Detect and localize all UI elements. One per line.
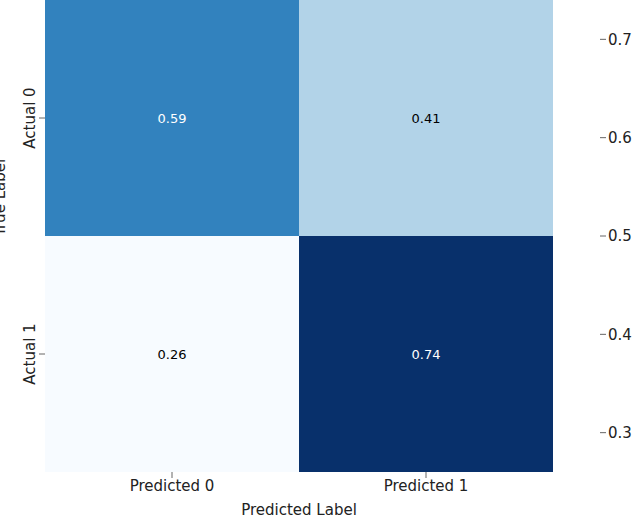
- svg-text:Predicted 1: Predicted 1: [384, 477, 469, 495]
- svg-text:0.3: 0.3: [608, 424, 632, 442]
- svg-text:0.5: 0.5: [608, 227, 632, 245]
- svg-text:Predicted 0: Predicted 0: [130, 477, 215, 495]
- svg-text:0.59: 0.59: [158, 111, 187, 126]
- svg-text:0.74: 0.74: [412, 347, 441, 362]
- svg-text:True Label: True Label: [8, 159, 9, 237]
- svg-text:Predicted Label: Predicted Label: [241, 501, 357, 515]
- svg-text:Actual 0: Actual 0: [21, 87, 39, 148]
- svg-text:Actual 1: Actual 1: [21, 323, 39, 384]
- svg-text:0.41: 0.41: [412, 111, 441, 126]
- svg-text:0.26: 0.26: [158, 347, 187, 362]
- svg-text:0.6: 0.6: [608, 129, 632, 147]
- svg-text:0.4: 0.4: [608, 326, 632, 344]
- svg-text:0.7: 0.7: [608, 31, 632, 49]
